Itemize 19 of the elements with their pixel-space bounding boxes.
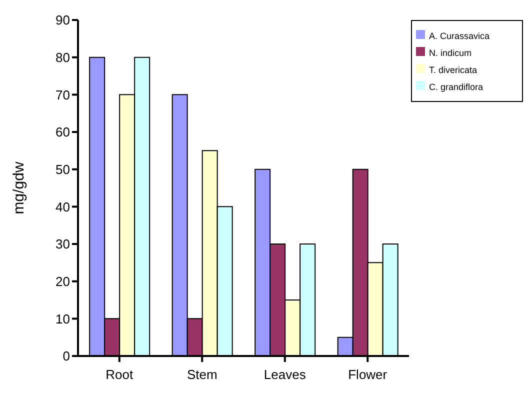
y-tick-label: 90	[56, 12, 70, 28]
legend-label: T. divericata	[429, 65, 478, 75]
x-tick-label: Leaves	[264, 367, 306, 382]
y-axis-title: mg/gdw	[10, 162, 28, 214]
y-tick-label: 20	[56, 274, 70, 289]
y-tick-label: 70	[56, 87, 70, 102]
legend-label: A. Curassavica	[429, 31, 490, 41]
x-tick-label: Root	[106, 367, 134, 382]
legend-label: N. indicum	[429, 48, 472, 58]
x-tick-label: Stem	[186, 367, 218, 382]
y-tick-label: 80	[56, 50, 70, 65]
y-tick-label: 40	[56, 199, 70, 214]
y-tick-label: 30	[56, 236, 70, 252]
y-tick-label: 10	[56, 311, 70, 326]
legend-label: C. grandiflora	[429, 82, 484, 92]
y-tick-label: 0	[62, 348, 70, 364]
x-tick-label: Flower	[348, 367, 388, 382]
y-tick-label: 60	[56, 124, 70, 140]
y-tick-label: 50	[56, 162, 70, 177]
